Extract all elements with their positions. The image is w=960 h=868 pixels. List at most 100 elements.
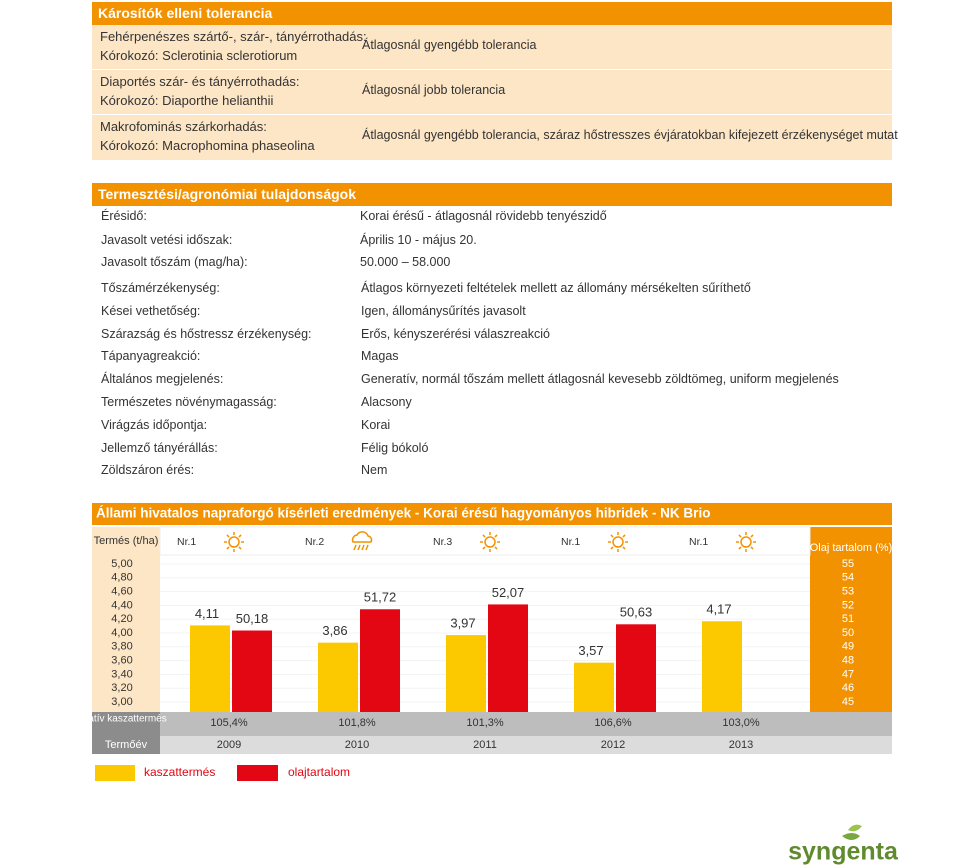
weather-icon xyxy=(226,534,230,538)
group-label: Nr.3 xyxy=(433,536,452,548)
property-label: Tápanyagreakció: xyxy=(101,349,201,363)
weather-icon xyxy=(484,536,496,548)
legend-swatch xyxy=(237,765,278,781)
group-label: Nr.2 xyxy=(305,536,324,548)
property-value: Félig bókoló xyxy=(361,441,429,455)
year-label-bg xyxy=(92,736,160,754)
x-axis-label: Termőév xyxy=(105,739,148,751)
property-label: Javasolt tőszám (mag/ha): xyxy=(101,255,248,269)
tolerance-value: Átlagosnál gyengébb tolerancia, száraz h… xyxy=(362,128,898,142)
x-tick-label: 2010 xyxy=(345,739,369,751)
value-label: 3,86 xyxy=(322,623,347,638)
property-value: Igen, állománysűrítés javasolt xyxy=(361,304,526,318)
relative-row xyxy=(92,712,892,736)
y-tick-label: 4,40 xyxy=(111,599,132,611)
year-row xyxy=(92,736,892,754)
tolerance-row: Diaportés szár- és tányérrothadás: Kóroko… xyxy=(92,70,892,114)
weather-icon xyxy=(365,544,369,551)
x-tick-label: 2012 xyxy=(601,739,625,751)
relative-label: relatív kaszattermés xyxy=(77,714,166,725)
y2-tick-label: 55 xyxy=(842,558,854,570)
pathogen-text: Diaportés szár- és tányérrothadás: xyxy=(100,74,300,89)
pathogen-text: Fehérpenészes szártő-, szár-, tányérroth… xyxy=(100,29,367,44)
bar xyxy=(360,609,400,712)
x-tick-label: 2013 xyxy=(729,739,753,751)
tolerance-row: Fehérpenészes szártő-, szár-, tányérroth… xyxy=(92,25,892,69)
tolerance-value: Átlagosnál gyengébb tolerancia xyxy=(362,38,537,52)
bar xyxy=(616,624,656,712)
value-label: 51,72 xyxy=(364,590,397,605)
x-tick-label: 2009 xyxy=(217,739,241,751)
property-label: Zöldszáron érés: xyxy=(101,463,195,477)
bar xyxy=(446,635,486,712)
y-tick-label: 3,80 xyxy=(111,641,132,653)
weather-icon xyxy=(750,546,754,550)
weather-icon xyxy=(494,534,498,538)
relative-value: 103,0% xyxy=(722,717,760,729)
tolerance-value: Átlagosnál jobb tolerancia xyxy=(362,83,506,97)
y2-tick-label: 49 xyxy=(842,641,854,653)
weather-icon xyxy=(750,534,754,538)
y2-axis-label: Olaj tartalom (%) xyxy=(810,542,893,554)
property-value: Erős, kényszerérési válaszreakció xyxy=(361,327,550,341)
y-tick-label: 5,00 xyxy=(111,558,132,570)
property-label: Kései vethetőség: xyxy=(101,304,201,318)
value-label: 3,57 xyxy=(578,643,603,658)
y2-tick-label: 51 xyxy=(842,613,854,625)
y2-tick-label: 46 xyxy=(842,682,854,694)
property-value: Korai érésű - átlagosnál rövidebb tenyés… xyxy=(360,209,607,223)
section-header: Termesztési/agronómiai tulajdonságok xyxy=(92,183,892,206)
logo: syngenta xyxy=(788,838,899,866)
weather-icon xyxy=(738,546,742,550)
legend-label: kaszattermés xyxy=(144,765,215,779)
value-label: 50,63 xyxy=(620,605,653,620)
relative-value: 101,3% xyxy=(466,717,504,729)
value-label: 3,97 xyxy=(450,616,475,631)
pathogen-text: Makrofominás szárkorhadás: xyxy=(100,119,267,134)
weather-icon xyxy=(494,546,498,550)
property-label: Tőszámérzékenység: xyxy=(101,281,220,295)
legend-label: olajtartalom xyxy=(288,765,350,779)
property-value: Magas xyxy=(361,349,399,363)
y-tick-label: 3,40 xyxy=(111,668,132,680)
pathogen-text: Kórokozó: Sclerotinia sclerotiorum xyxy=(100,48,298,63)
pathogen-text: Kórokozó: Diaporthe helianthii xyxy=(100,93,274,108)
weather-icon xyxy=(482,534,486,538)
group-label: Nr.1 xyxy=(561,536,580,548)
weather-icon xyxy=(622,534,626,538)
y-tick-label: 4,00 xyxy=(111,627,132,639)
logo-icon xyxy=(842,824,862,840)
relative-label-bg xyxy=(92,712,160,736)
value-label: 4,17 xyxy=(706,602,731,617)
value-label: 50,18 xyxy=(236,611,269,626)
y2-tick-label: 50 xyxy=(842,627,854,639)
weather-icon xyxy=(610,546,614,550)
weather-icon xyxy=(228,536,240,548)
bar xyxy=(574,662,614,712)
section-header: Károsítók elleni tolerancia xyxy=(92,2,892,25)
y-tick-label: 4,80 xyxy=(111,572,132,584)
bar xyxy=(488,604,528,712)
y2-tick-label: 52 xyxy=(842,599,854,611)
bar xyxy=(190,625,230,712)
weather-icon xyxy=(351,531,373,543)
weather-icon xyxy=(622,546,626,550)
property-value: 50.000 – 58.000 xyxy=(360,255,451,269)
value-label: 4,11 xyxy=(195,606,219,621)
property-label: Általános megjelenés: xyxy=(101,372,224,386)
left-axis-bg xyxy=(92,527,160,736)
property-value: Átlagos környezeti feltételek mellett az… xyxy=(361,281,751,295)
legend-swatch xyxy=(95,765,135,781)
property-label: Természetes növénymagasság: xyxy=(101,395,277,409)
bar xyxy=(232,630,272,712)
property-label: Érésidő: xyxy=(101,209,147,223)
weather-icon xyxy=(482,546,486,550)
y2-tick-label: 47 xyxy=(842,668,854,680)
weather-icon xyxy=(353,544,357,551)
property-value: Alacsony xyxy=(361,395,412,409)
bar xyxy=(702,621,742,712)
property-value: Nem xyxy=(361,463,388,477)
group-label: Nr.1 xyxy=(177,536,196,548)
